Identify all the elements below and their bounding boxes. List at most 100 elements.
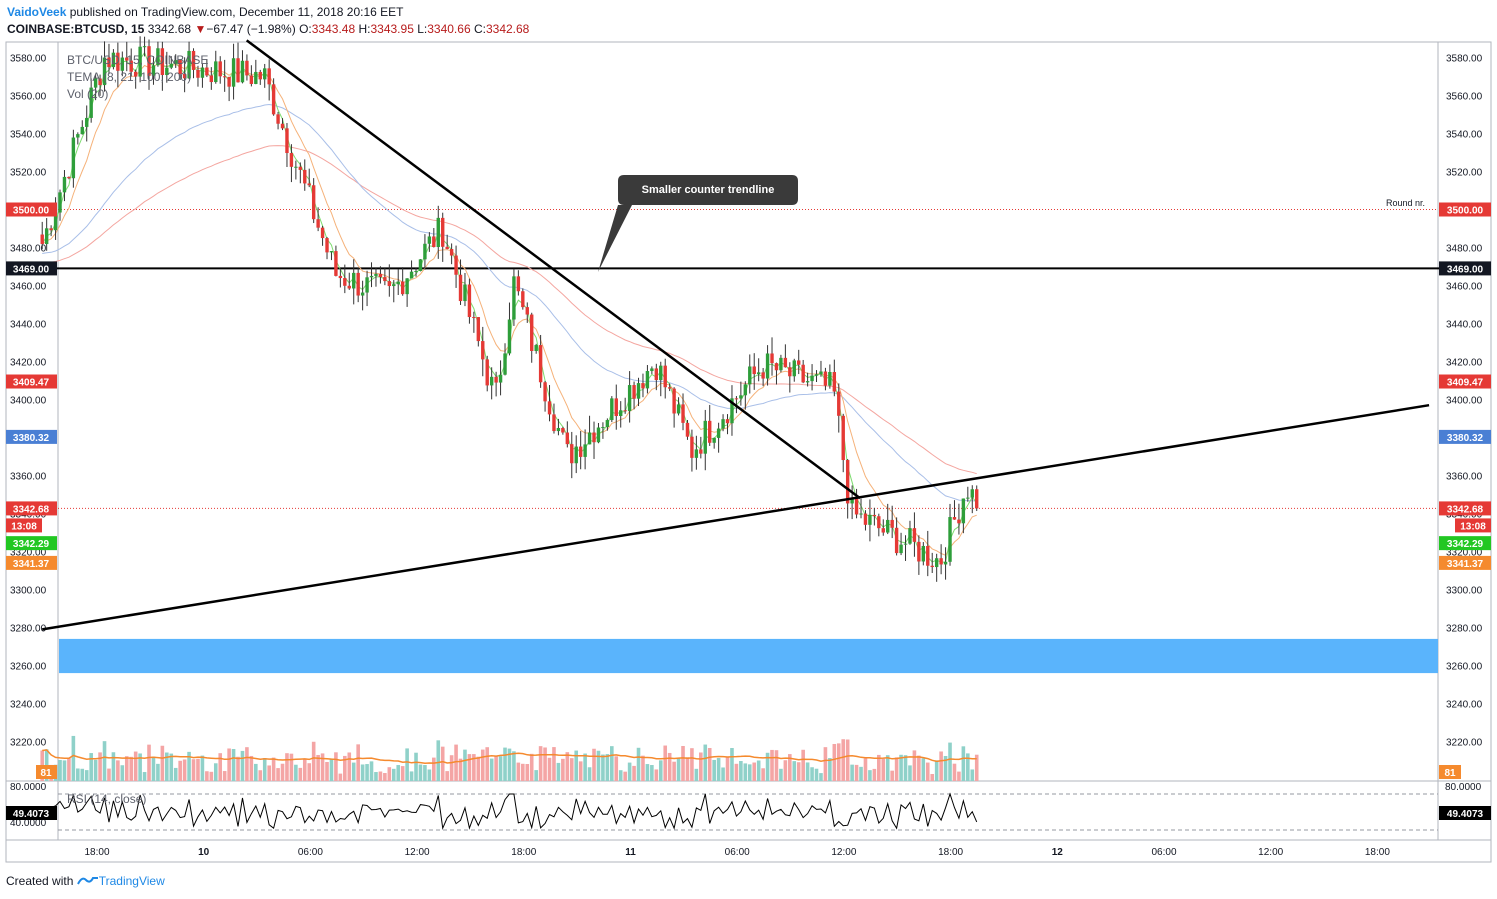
candle-body	[85, 117, 89, 127]
volume-bar	[730, 748, 734, 781]
y-tick-label: 3220.00	[1446, 738, 1483, 749]
candle-body	[752, 366, 756, 375]
y-tick-label: 3260.00	[1446, 662, 1483, 673]
candle-body	[823, 371, 828, 386]
volume-bar	[814, 768, 819, 781]
volume-bar	[734, 763, 739, 781]
candle-body	[236, 58, 240, 83]
y-tick-label: 3320.00	[1446, 548, 1483, 559]
volume-bar	[690, 748, 694, 781]
volume-bar	[859, 766, 863, 781]
volume-bar	[151, 756, 156, 781]
volume-bar	[685, 757, 690, 781]
price-label: 3341.37	[1447, 559, 1484, 570]
volume-bar	[774, 750, 779, 781]
candle-body	[676, 404, 681, 414]
volume-bar	[961, 746, 966, 781]
y-axis-right: 3580.00 3560.00 3540.00 3520.00 3500.00 3480.…	[1446, 54, 1483, 749]
volume-bar	[823, 747, 828, 781]
up-trendline[interactable]	[42, 403, 1430, 631]
volume-bar	[316, 754, 320, 781]
published-text: published on TradingView.com, December 1…	[69, 5, 404, 19]
volume-bar	[440, 746, 445, 781]
x-tick-label: 12	[1052, 847, 1064, 858]
volume-bar	[218, 753, 223, 781]
candle-body	[298, 166, 303, 170]
volume-bar	[458, 758, 463, 781]
candle-body	[654, 368, 659, 381]
candle-body	[583, 444, 587, 457]
author-name[interactable]: VaidoVeek	[7, 5, 67, 19]
down-trendline[interactable]	[245, 39, 861, 500]
candle-body	[165, 67, 169, 76]
candle-body	[716, 428, 721, 438]
volume-bar	[832, 743, 837, 781]
publish-line: VaidoVeek published on TradingView.com, …	[7, 5, 403, 19]
volume-bar	[779, 768, 783, 781]
annotation-text: Smaller counter trendline	[642, 184, 775, 196]
y-tick-label: 3320.00	[10, 548, 47, 559]
price-label-bg	[1439, 555, 1491, 570]
volume-bar	[396, 765, 401, 781]
volume-bar	[302, 758, 307, 781]
candle-body	[218, 61, 222, 77]
volume-bar	[191, 759, 196, 781]
candle-body	[436, 217, 440, 248]
volume-bar	[196, 758, 200, 781]
candle-body	[116, 52, 120, 71]
volume-bar	[925, 762, 930, 781]
candle-body	[708, 420, 712, 443]
candle-body	[917, 541, 921, 562]
candle-body	[174, 60, 178, 64]
vol-ma-left: 81	[40, 768, 52, 779]
y-tick-label: 3300.00	[1446, 586, 1483, 597]
volume-bar	[507, 748, 512, 781]
candle-body	[396, 281, 400, 285]
volume-bar	[414, 752, 418, 781]
footer-brand[interactable]: TradingView	[98, 874, 165, 888]
candle-body	[254, 71, 258, 84]
candle-body	[98, 78, 102, 86]
candle-body	[245, 60, 249, 76]
volume-bar	[436, 740, 441, 781]
candle-body	[805, 381, 810, 383]
candle-body	[49, 228, 53, 231]
candle-body	[449, 249, 454, 256]
volume-bar	[596, 750, 601, 781]
volume-bar	[503, 747, 507, 781]
volume-bar	[725, 757, 730, 781]
candle-body	[650, 368, 654, 372]
y-tick-label: 3400.00	[10, 396, 47, 407]
candle-body	[756, 372, 761, 375]
volume-bar	[627, 762, 632, 781]
annotation-callout[interactable]: Smaller counter trendline	[598, 175, 798, 272]
volume-bar	[707, 748, 712, 781]
volume-bar	[770, 749, 774, 781]
volume-bar	[716, 758, 721, 781]
volume-bar	[329, 758, 334, 781]
volume-bar	[383, 773, 387, 781]
candle-body	[921, 545, 926, 562]
volume-bar	[908, 765, 912, 781]
candle-body	[894, 527, 899, 554]
volume-bar	[449, 755, 454, 781]
volume-bar	[743, 763, 748, 781]
volume-bar	[801, 749, 805, 781]
volume-bar	[574, 750, 579, 781]
volume-bar	[663, 745, 668, 781]
volume-bar	[374, 772, 378, 781]
candle-body	[489, 376, 494, 386]
x-tick-label: 12:00	[831, 847, 856, 858]
volume-bar	[213, 763, 218, 781]
x-tick-label: 06:00	[298, 847, 323, 858]
x-axis: 18:00 10 06:00 12:00 18:00 11 06:00 12:00 18:00 1…	[84, 847, 1390, 858]
candle-body	[694, 449, 699, 458]
volume-bar	[467, 754, 472, 781]
y-tick-label: 3480.00	[10, 244, 47, 255]
y-tick-label: 3400.00	[1446, 396, 1483, 407]
volume-bar	[792, 761, 797, 781]
volume-bar	[529, 753, 534, 781]
candle-body	[129, 60, 133, 72]
y-tick-label: 3440.00	[1446, 320, 1483, 331]
